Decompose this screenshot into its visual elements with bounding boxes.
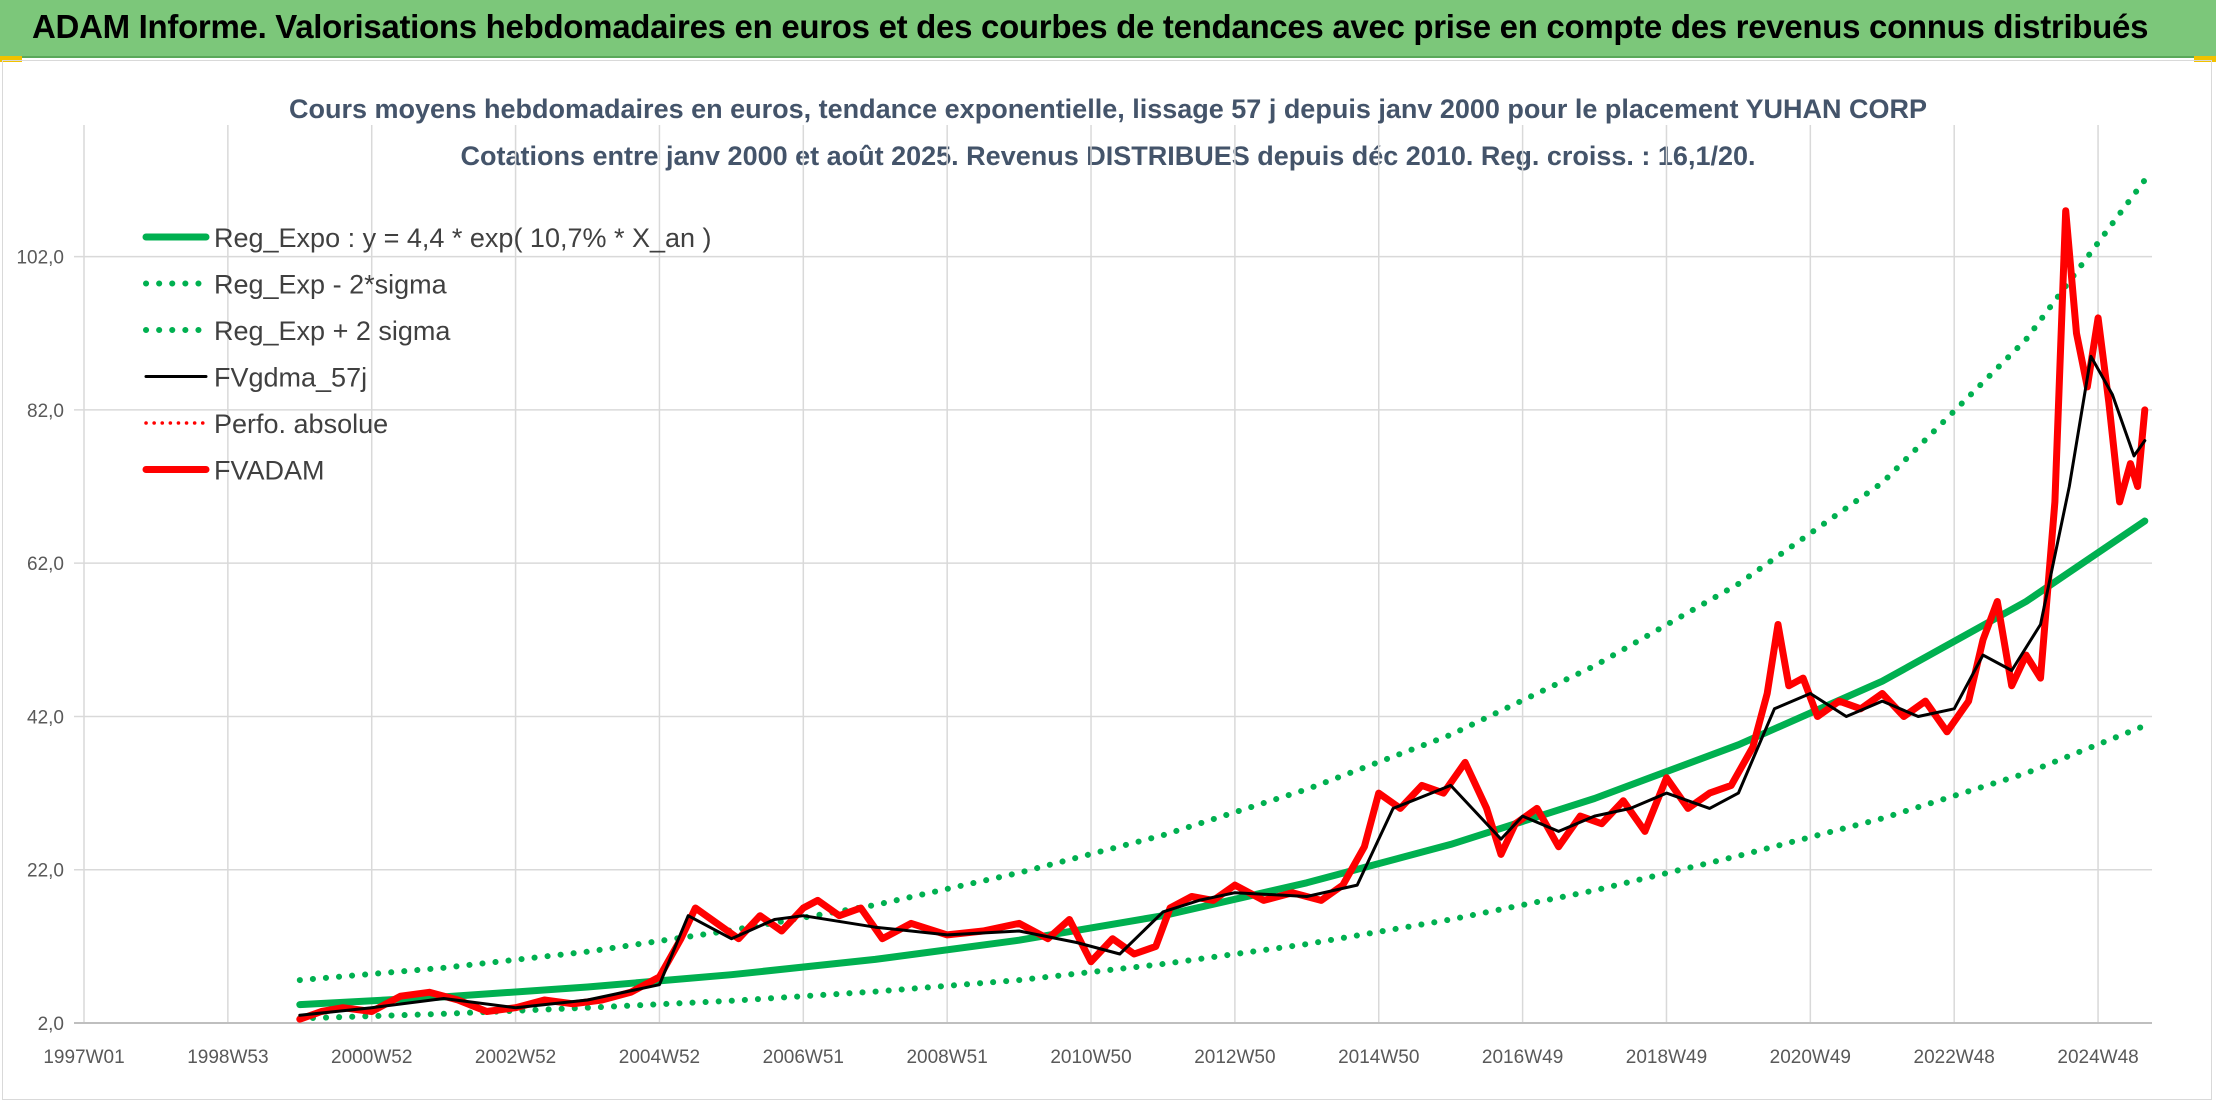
- x-tick-label: 2018W49: [1626, 1047, 1707, 1068]
- legend-label: FVgdma_57j: [214, 363, 367, 393]
- chart-frame: [2, 60, 2212, 1100]
- x-tick-label: 2004W52: [619, 1047, 700, 1068]
- x-tick-label: 2012W50: [1194, 1047, 1275, 1068]
- x-tick-label: 2008W51: [906, 1047, 987, 1068]
- legend-label: FVADAM: [214, 456, 325, 486]
- x-tick-label: 2006W51: [763, 1047, 844, 1068]
- series-line-0: [296, 517, 2149, 1009]
- chart-subtitle: Cotations entre janv 2000 et août 2025. …: [461, 141, 1756, 171]
- legend-label: Reg_Exp + 2 sigma: [214, 316, 451, 346]
- y-tick-label: 42,0: [27, 707, 64, 728]
- series-layer: [296, 177, 2149, 1023]
- corner-mark-left: [0, 56, 22, 62]
- series-line-5: [296, 207, 2149, 1023]
- y-tick-label: 62,0: [27, 554, 64, 575]
- series-line-2: [296, 177, 2148, 984]
- y-tick-label: 22,0: [27, 861, 64, 882]
- x-tick-label: 2010W50: [1050, 1047, 1131, 1068]
- series-line-3: [298, 354, 2147, 1017]
- y-tick-label: 82,0: [27, 401, 64, 422]
- corner-mark-right: [2194, 56, 2216, 62]
- legend-label: Reg_Expo : y = 4,4 * exp( 10,7% * X_an ): [214, 223, 712, 253]
- x-tick-label: 2024W48: [2057, 1047, 2138, 1068]
- y-tick-label: 2,0: [38, 1014, 64, 1035]
- legend: Reg_Expo : y = 4,4 * exp( 10,7% * X_an )…: [142, 223, 712, 486]
- x-tick-label: 2020W49: [1770, 1047, 1851, 1068]
- x-tick-label: 2002W52: [475, 1047, 556, 1068]
- legend-label: Reg_Exp - 2*sigma: [214, 270, 448, 300]
- header-banner: ADAM Informe. Valorisations hebdomadaire…: [0, 0, 2216, 58]
- chart-title: Cours moyens hebdomadaires en euros, ten…: [289, 94, 1927, 124]
- header-title: ADAM Informe. Valorisations hebdomadaire…: [32, 8, 2149, 45]
- x-tick-label: 2000W52: [331, 1047, 412, 1068]
- x-tick-label: 2014W50: [1338, 1047, 1419, 1068]
- x-tick-label: 1997W01: [43, 1047, 124, 1068]
- legend-label: Perfo. absolue: [214, 409, 388, 439]
- series-line-1: [296, 722, 2148, 1022]
- x-tick-label: 2016W49: [1482, 1047, 1563, 1068]
- grid-layer: 1997W01 1998W53 2000W52 2002W52 2004W52 2006W…: [16, 125, 2152, 1068]
- y-tick-label: 102,0: [16, 248, 64, 269]
- x-tick-label: 1998W53: [187, 1047, 268, 1068]
- x-tick-label: 2022W48: [1914, 1047, 1995, 1068]
